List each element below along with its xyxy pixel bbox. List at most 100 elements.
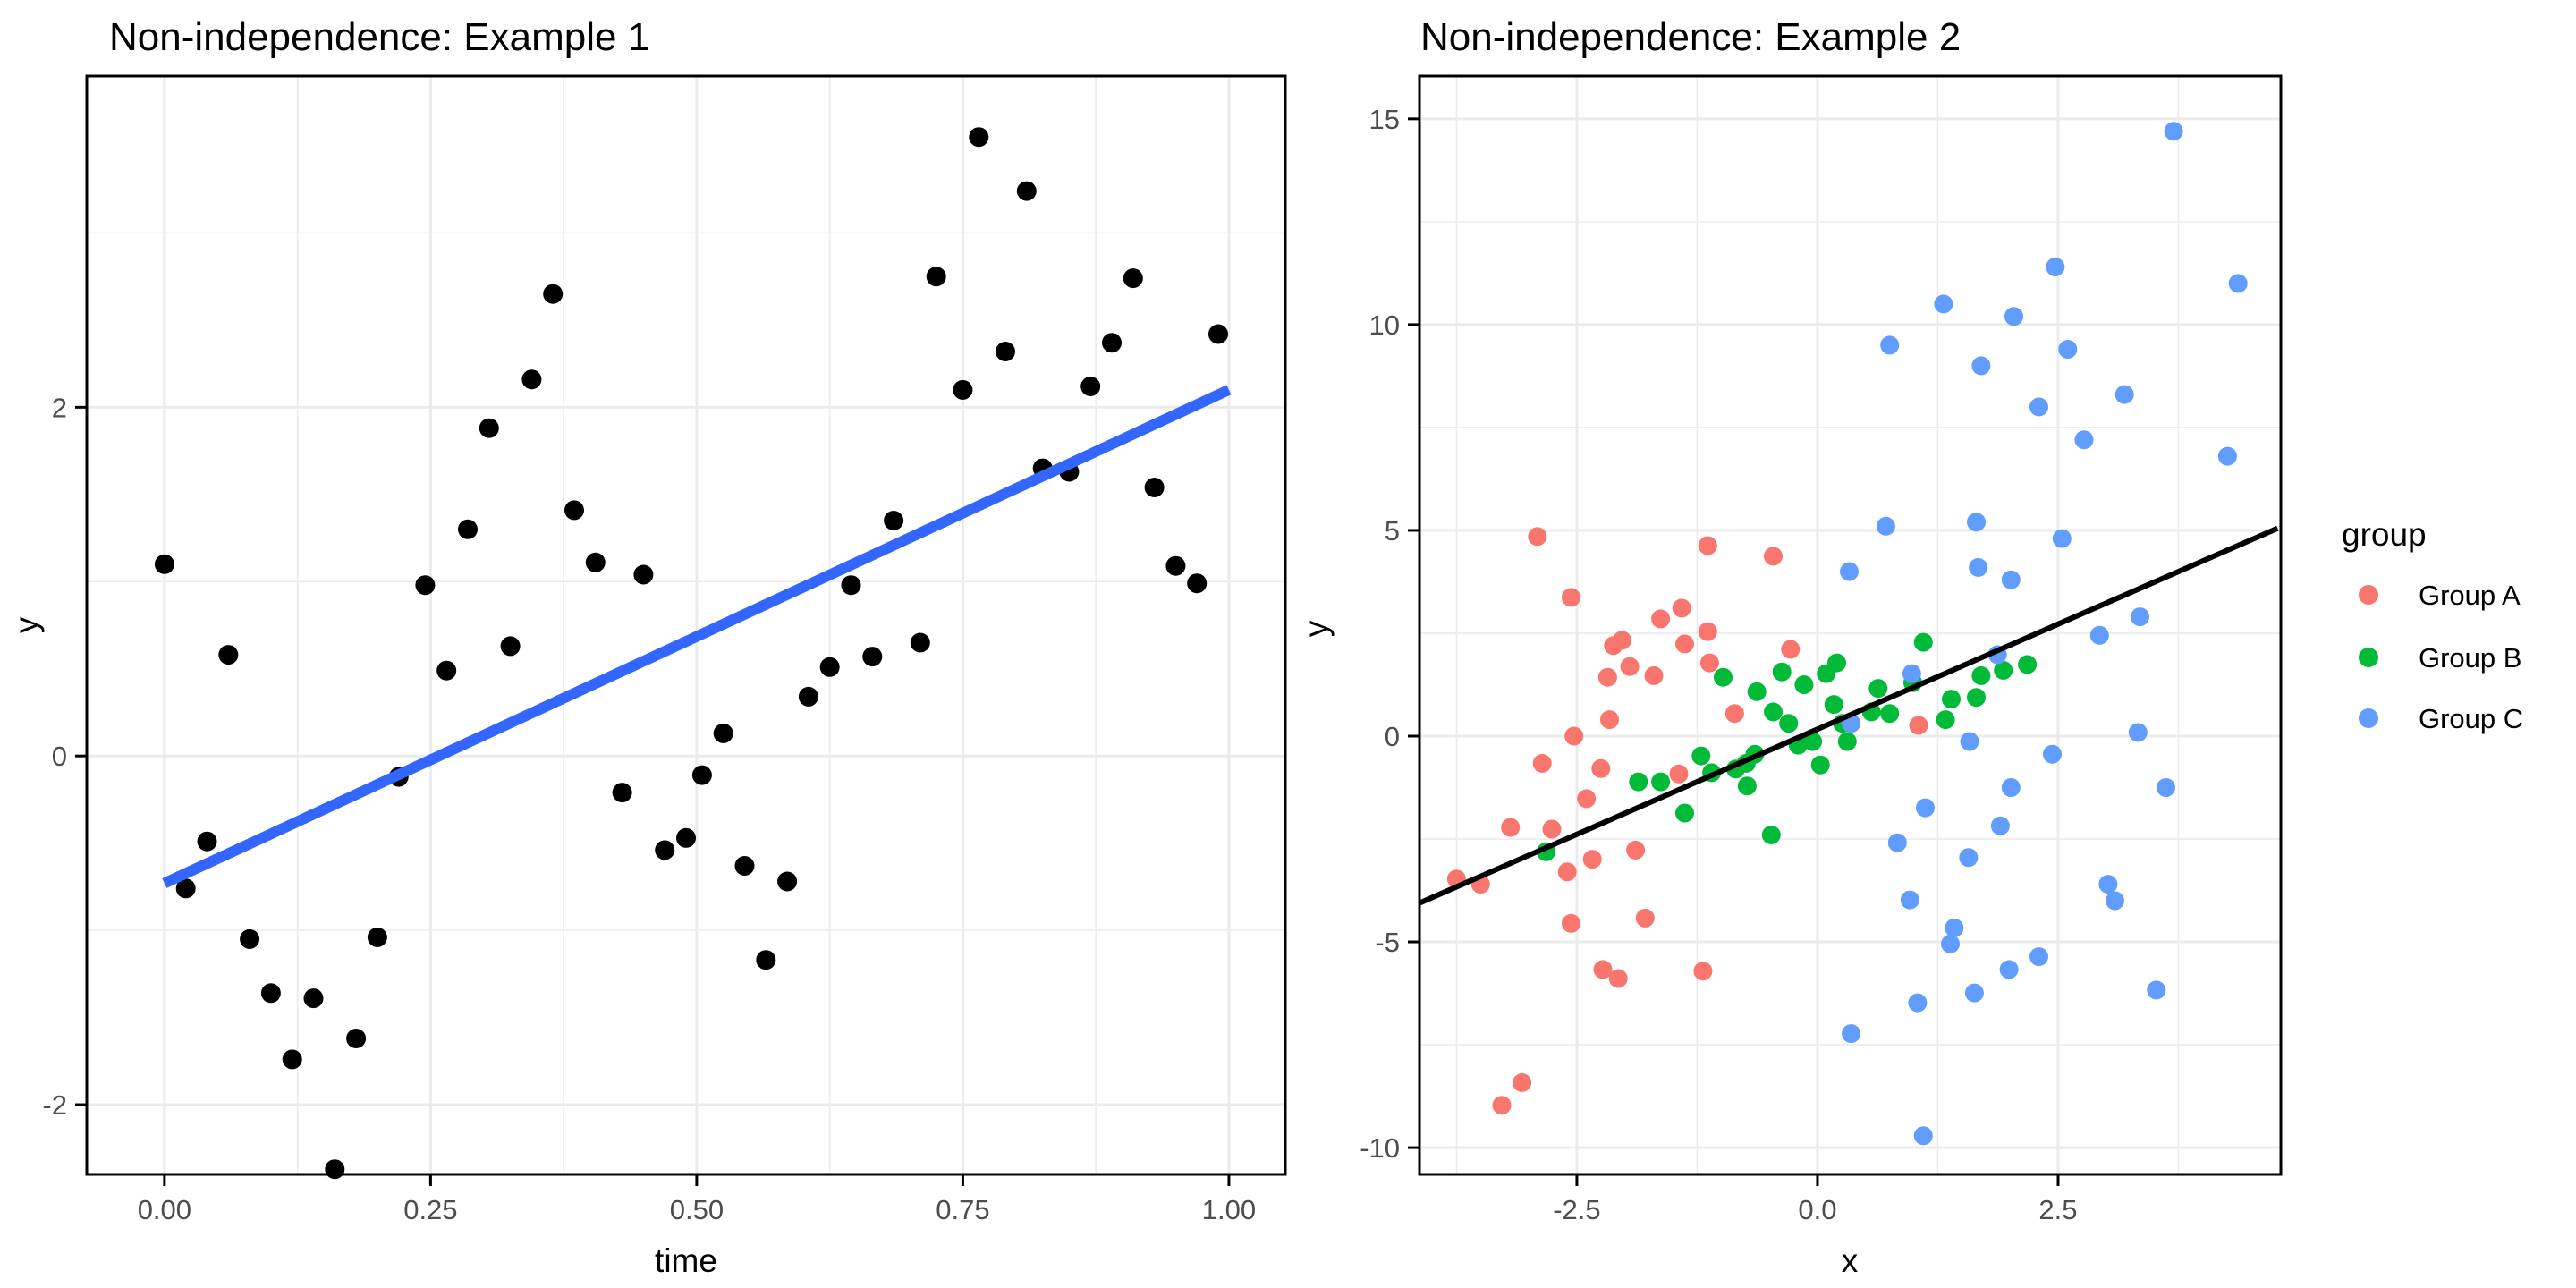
legend-item-group-c: Group C xyxy=(2359,703,2523,734)
data-point xyxy=(564,500,584,521)
legend-label-group-a: Group A xyxy=(2419,580,2521,611)
data-point xyxy=(1620,657,1640,676)
data-point xyxy=(1969,557,1988,577)
data-point xyxy=(1761,825,1781,844)
data-point xyxy=(1542,819,1562,839)
data-point xyxy=(1880,704,1900,724)
data-point xyxy=(1990,816,2010,835)
data-point xyxy=(910,632,930,653)
x-axis-title-time: time xyxy=(655,1242,717,1279)
data-point xyxy=(1593,960,1613,979)
data-point xyxy=(2164,122,2183,141)
data-point xyxy=(1936,710,1955,730)
data-point xyxy=(2052,529,2072,548)
data-point xyxy=(1764,547,1783,566)
data-point xyxy=(1887,833,1907,852)
data-point xyxy=(2114,385,2134,404)
data-point xyxy=(1794,675,1814,694)
data-point xyxy=(1651,772,1671,792)
data-point xyxy=(1941,934,1960,953)
data-point xyxy=(1144,478,1165,497)
data-point xyxy=(1532,753,1552,773)
x-tick-label: -2.5 xyxy=(1553,1194,1600,1225)
x-tick-label: 2.5 xyxy=(2038,1194,2077,1225)
data-point xyxy=(1747,682,1767,701)
data-point xyxy=(953,379,973,400)
data-point xyxy=(2018,655,2038,674)
data-point xyxy=(862,647,883,667)
data-point xyxy=(1842,1024,1861,1044)
data-point xyxy=(1591,758,1611,778)
data-point xyxy=(1999,960,2019,979)
data-point xyxy=(1964,983,1984,1003)
data-point xyxy=(1934,294,1953,314)
data-point xyxy=(1945,918,1964,937)
data-point xyxy=(1724,704,1744,724)
y-tick-label: 0 xyxy=(52,741,67,772)
data-point xyxy=(1669,764,1689,784)
data-point xyxy=(415,575,436,596)
data-point xyxy=(798,686,818,707)
data-point xyxy=(884,511,904,530)
data-point xyxy=(1691,746,1711,766)
data-point xyxy=(1693,962,1713,981)
data-point xyxy=(2029,947,2048,967)
data-point xyxy=(218,645,239,665)
legend-title: group xyxy=(2342,516,2427,553)
data-point xyxy=(2106,891,2124,911)
data-point xyxy=(585,552,606,572)
data-point xyxy=(1913,632,1933,652)
data-point xyxy=(655,840,675,860)
x-tick-label: 0.0 xyxy=(1798,1194,1836,1225)
plot-area-example-2: -2.5 0.0 2.5 15 10 5 0 -5 -10 xyxy=(1360,74,2283,1225)
x-axis-title-x: x xyxy=(1842,1242,1859,1279)
data-point xyxy=(2147,980,2166,1000)
data-point xyxy=(1994,660,2013,680)
data-point xyxy=(1900,890,1919,910)
data-point xyxy=(282,1049,302,1070)
data-point xyxy=(1764,702,1783,722)
data-point xyxy=(260,983,281,1004)
data-point xyxy=(500,636,521,657)
data-point xyxy=(197,831,217,852)
data-point xyxy=(2001,778,2021,797)
data-point xyxy=(2131,607,2149,627)
data-point xyxy=(1492,1096,1512,1115)
data-point xyxy=(676,827,696,848)
data-point xyxy=(713,723,733,743)
data-point xyxy=(367,927,387,947)
legend-swatch-group-b xyxy=(2359,648,2378,667)
data-point xyxy=(777,871,798,892)
panel-background xyxy=(1419,76,2281,1174)
data-point xyxy=(1562,913,1580,933)
data-point xyxy=(1902,664,1921,683)
data-point xyxy=(1971,665,1991,685)
data-point xyxy=(1501,818,1521,837)
data-point xyxy=(1528,527,1547,547)
x-tick-label: 1.00 xyxy=(1202,1194,1256,1225)
legend-group: group Group A Group B Group C xyxy=(2342,516,2523,734)
y-axis-title-left: y xyxy=(8,616,45,633)
data-point xyxy=(1967,513,1986,532)
y-tick-label: 2 xyxy=(52,392,67,423)
panel-border xyxy=(85,74,1287,1176)
data-point xyxy=(1672,598,1691,618)
data-point xyxy=(1600,710,1619,730)
data-point xyxy=(2074,430,2094,450)
y-axis-title-right: y xyxy=(1298,620,1335,637)
data-point xyxy=(325,1159,345,1180)
y-tick-label: -5 xyxy=(1375,927,1400,958)
data-point xyxy=(1837,732,1857,751)
data-point xyxy=(2001,570,2021,589)
data-point xyxy=(756,950,776,970)
data-point xyxy=(1123,268,1143,289)
data-point xyxy=(1613,631,1631,650)
data-point xyxy=(1876,516,1895,536)
data-point xyxy=(1772,662,1792,682)
data-point xyxy=(2043,744,2062,764)
y-tick-label: 0 xyxy=(1385,721,1400,752)
data-point xyxy=(1513,1072,1532,1092)
data-point xyxy=(240,928,260,949)
panel-border xyxy=(1418,74,2283,1176)
